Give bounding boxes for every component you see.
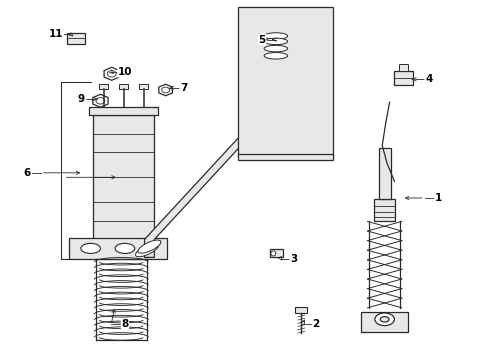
Ellipse shape bbox=[264, 45, 288, 52]
Bar bbox=[238, 154, 333, 160]
Bar bbox=[374, 199, 395, 221]
Ellipse shape bbox=[380, 317, 389, 322]
Bar bbox=[295, 307, 307, 313]
Text: 2: 2 bbox=[313, 319, 319, 329]
Text: 8: 8 bbox=[122, 319, 128, 329]
Bar bbox=[139, 84, 148, 89]
Ellipse shape bbox=[264, 53, 288, 59]
Bar bbox=[361, 312, 408, 332]
Text: 1: 1 bbox=[435, 193, 442, 203]
Bar bbox=[89, 107, 158, 115]
Text: 11: 11 bbox=[49, 29, 64, 39]
Ellipse shape bbox=[81, 243, 100, 253]
Bar bbox=[399, 64, 408, 71]
Ellipse shape bbox=[264, 38, 288, 45]
Ellipse shape bbox=[264, 33, 288, 39]
Bar bbox=[394, 71, 413, 85]
Text: 5: 5 bbox=[259, 35, 266, 45]
Bar bbox=[120, 84, 128, 89]
Text: 7: 7 bbox=[180, 83, 188, 93]
Ellipse shape bbox=[271, 251, 276, 256]
Ellipse shape bbox=[375, 313, 394, 325]
Bar bbox=[99, 84, 108, 89]
Text: 9: 9 bbox=[77, 94, 84, 104]
Bar bbox=[238, 7, 333, 157]
Ellipse shape bbox=[136, 244, 158, 257]
Ellipse shape bbox=[138, 240, 161, 253]
Polygon shape bbox=[145, 139, 247, 257]
Text: 3: 3 bbox=[291, 254, 297, 264]
Text: 6: 6 bbox=[24, 168, 30, 178]
Text: 4: 4 bbox=[425, 74, 433, 84]
Bar bbox=[93, 115, 154, 239]
Ellipse shape bbox=[115, 243, 135, 253]
Bar bbox=[67, 33, 85, 44]
Bar bbox=[69, 238, 167, 259]
Bar bbox=[379, 148, 391, 199]
Bar bbox=[270, 249, 283, 257]
Text: 10: 10 bbox=[118, 67, 132, 77]
